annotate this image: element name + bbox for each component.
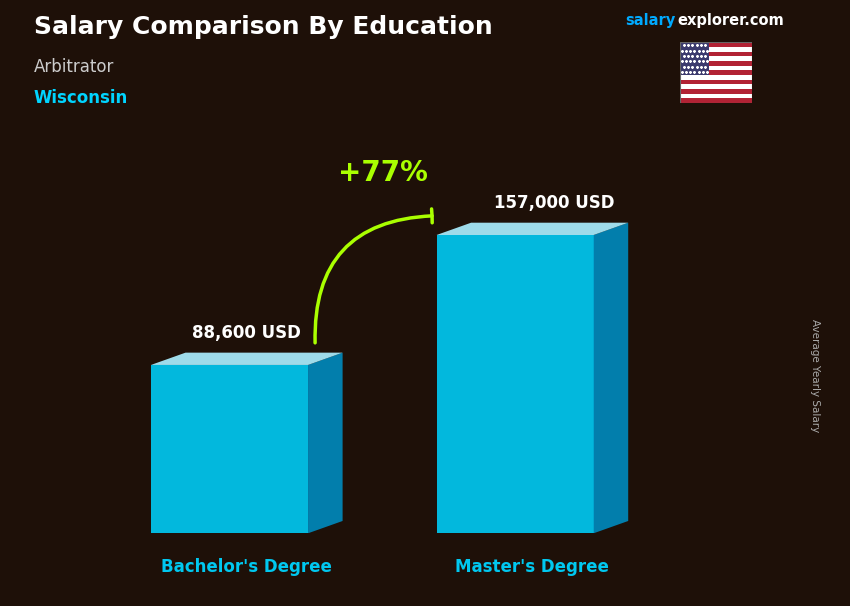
Text: Arbitrator: Arbitrator [34, 58, 115, 76]
Bar [680, 42, 752, 47]
Bar [680, 98, 752, 103]
Text: 157,000 USD: 157,000 USD [494, 194, 614, 212]
Polygon shape [593, 222, 628, 533]
Bar [680, 65, 752, 70]
Bar [680, 42, 709, 75]
Text: +77%: +77% [338, 159, 428, 187]
Text: Wisconsin: Wisconsin [34, 89, 128, 107]
Bar [680, 52, 752, 56]
Bar [680, 84, 752, 89]
Bar [680, 80, 752, 84]
Text: Bachelor's Degree: Bachelor's Degree [162, 558, 332, 576]
Text: explorer.com: explorer.com [677, 13, 785, 28]
Bar [680, 89, 752, 94]
Bar [680, 94, 752, 98]
Text: Salary Comparison By Education: Salary Comparison By Education [34, 15, 493, 39]
Bar [680, 61, 752, 65]
Polygon shape [308, 353, 343, 533]
Polygon shape [437, 235, 593, 533]
Bar [680, 75, 752, 80]
Text: 88,600 USD: 88,600 USD [192, 324, 301, 342]
Bar [680, 56, 752, 61]
Text: Master's Degree: Master's Degree [456, 558, 609, 576]
Polygon shape [437, 222, 628, 235]
Polygon shape [151, 365, 308, 533]
Text: Average Yearly Salary: Average Yearly Salary [810, 319, 820, 432]
Bar [680, 70, 752, 75]
Polygon shape [151, 353, 343, 365]
Text: salary: salary [625, 13, 675, 28]
Bar [680, 47, 752, 52]
